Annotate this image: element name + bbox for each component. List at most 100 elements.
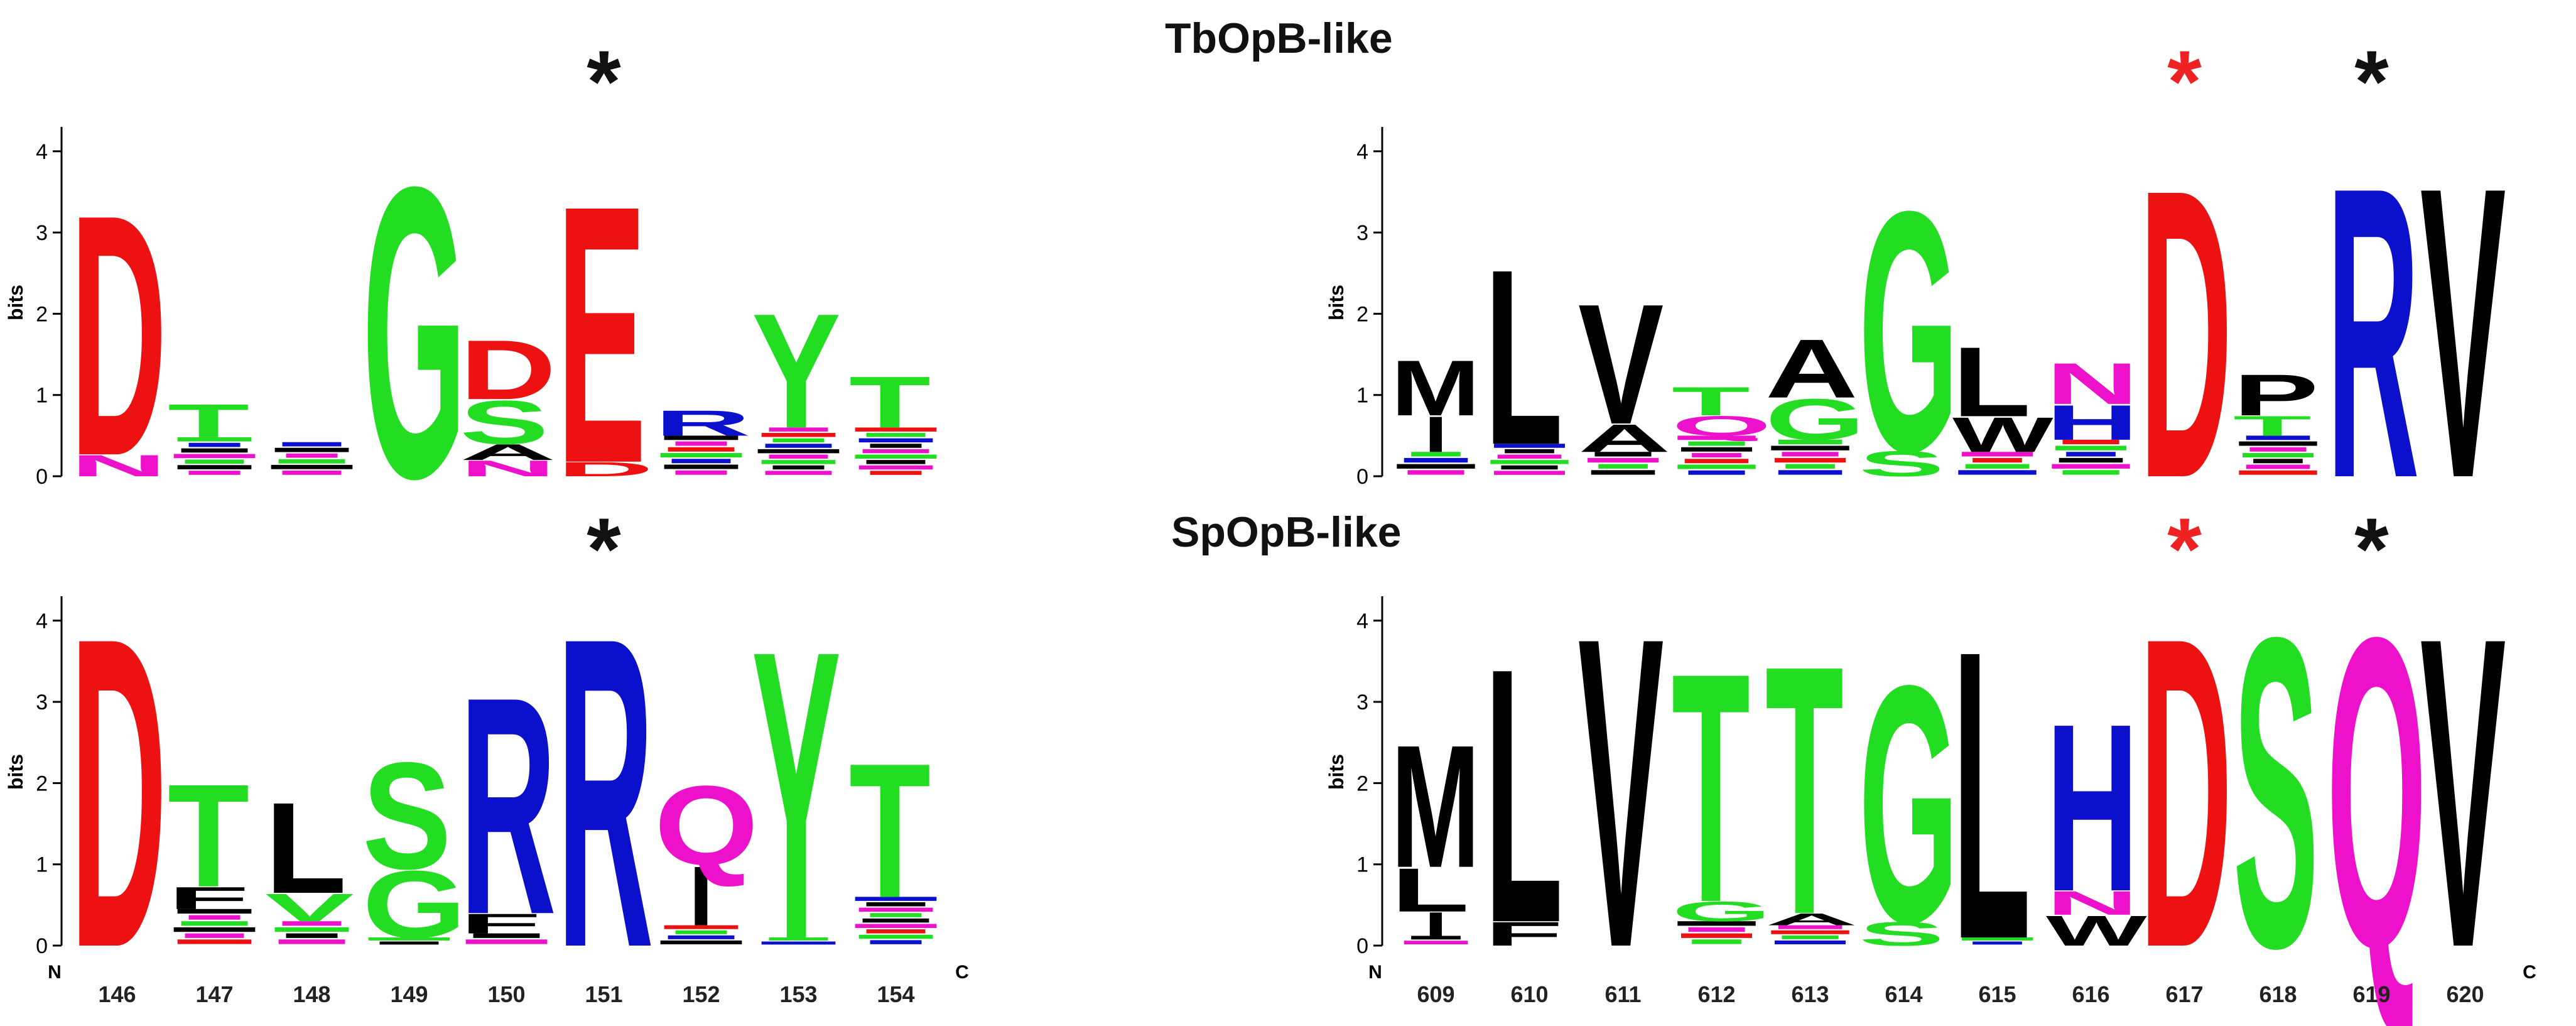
logo-residue-stripe bbox=[675, 930, 727, 934]
logo-letter-L: L bbox=[1485, 592, 1563, 998]
y-tick-label: 4 bbox=[1356, 140, 1368, 164]
logo-letter-L: L bbox=[1485, 217, 1563, 498]
logo-residue-stripe bbox=[1973, 457, 2022, 463]
logo-residue-stripe bbox=[1497, 454, 1562, 459]
logo-residue-stripe bbox=[2253, 459, 2303, 464]
position-label: 619 bbox=[2352, 981, 2390, 1007]
logo-residue-stripe bbox=[1782, 935, 1839, 939]
logo-residue-stripe bbox=[2066, 452, 2116, 457]
logo-letter-S: S bbox=[1859, 444, 1944, 484]
logo-residue-stripe bbox=[1591, 470, 1655, 475]
logo-residue-stripe bbox=[866, 460, 926, 464]
position-label: 617 bbox=[2165, 981, 2203, 1007]
logo-residue-stripe bbox=[1958, 470, 2037, 475]
logo-residue-stripe bbox=[2059, 457, 2123, 463]
position-label: 150 bbox=[487, 981, 525, 1007]
logo-letter-R: R bbox=[460, 633, 556, 980]
y-tick-label: 3 bbox=[36, 221, 48, 245]
logo-residue-stripe bbox=[1778, 439, 1843, 445]
c-terminus-label: C bbox=[955, 962, 969, 983]
logo-residue-stripe bbox=[1505, 449, 1554, 454]
logo-residue-stripe bbox=[855, 897, 937, 901]
logo-residue-stripe bbox=[1692, 939, 1741, 944]
logo-residue-stripe bbox=[1407, 470, 1464, 475]
logo-residue-stripe bbox=[379, 941, 439, 945]
logo-residue-stripe bbox=[1677, 921, 1756, 926]
y-tick-label: 4 bbox=[36, 609, 48, 633]
logo-residue-stripe bbox=[271, 464, 353, 469]
y-tick-label: 1 bbox=[1356, 384, 1368, 408]
logo-residue-stripe bbox=[675, 441, 727, 446]
logo-residue-stripe bbox=[2052, 464, 2130, 469]
y-axis-label: bits bbox=[1325, 285, 1348, 320]
logo-letter-D: D bbox=[2140, 103, 2232, 564]
logo-letter-V: V bbox=[265, 886, 354, 930]
logo-residue-stripe bbox=[761, 460, 836, 464]
logo-residue-stripe bbox=[1962, 937, 2033, 941]
logo-letter-R: R bbox=[654, 403, 751, 444]
position-label: 152 bbox=[682, 981, 720, 1007]
logo-residue-stripe bbox=[278, 939, 345, 944]
logo-residue-stripe bbox=[177, 939, 252, 944]
logo-letter-T: T bbox=[2233, 410, 2312, 442]
logo-letter-D: D bbox=[460, 322, 556, 417]
logo-residue-stripe bbox=[1677, 435, 1756, 440]
logo-letter-F: F bbox=[1485, 915, 1563, 952]
n-terminus-label: N bbox=[1368, 962, 1382, 983]
logo-residue-stripe bbox=[368, 937, 450, 941]
position-label: 151 bbox=[585, 981, 622, 1007]
logo-letter-G: G bbox=[1859, 616, 1959, 994]
logo-letter-A: A bbox=[1765, 322, 1858, 415]
y-tick-label: 3 bbox=[1356, 221, 1368, 245]
logo-residue-stripe bbox=[1962, 452, 2033, 457]
logo-letter-T: T bbox=[1672, 379, 1750, 424]
logo-letter-R: R bbox=[557, 546, 654, 1026]
logo-residue-stripe bbox=[870, 913, 922, 917]
logo-letter-Y: Y bbox=[752, 280, 841, 462]
logo-letter-G: G bbox=[1672, 896, 1772, 927]
logo-letter-D: D bbox=[2140, 545, 2232, 1026]
logo-residue-stripe bbox=[278, 459, 345, 464]
logo-letter-T: T bbox=[168, 755, 249, 918]
logo-residue-stripe bbox=[1501, 465, 1558, 470]
logo-residue-stripe bbox=[866, 433, 926, 437]
logo-residue-stripe bbox=[1494, 444, 1565, 448]
logo-residue-stripe bbox=[858, 438, 933, 443]
logo-residue-stripe bbox=[2239, 470, 2317, 475]
position-label: 154 bbox=[877, 981, 914, 1007]
logo-residue-stripe bbox=[769, 937, 828, 941]
logo-residue-stripe bbox=[1411, 452, 1461, 457]
logo-residue-stripe bbox=[1490, 460, 1569, 464]
logo-letter-A: A bbox=[1765, 910, 1858, 929]
logo-letter-I: I bbox=[1424, 407, 1448, 463]
logo-letter-A: A bbox=[1578, 417, 1671, 461]
conserved-star-marker: * bbox=[2354, 499, 2389, 598]
logo-letter-T: T bbox=[1672, 605, 1750, 971]
logo-residue-stripe bbox=[664, 435, 739, 440]
conserved-star-marker: * bbox=[2167, 32, 2202, 131]
logo-residue-stripe bbox=[862, 449, 929, 454]
conserved-star-marker: * bbox=[2167, 499, 2202, 598]
logo-letter-S: S bbox=[362, 731, 452, 901]
logo-residue-stripe bbox=[274, 447, 349, 452]
logo-letter-S: S bbox=[2233, 545, 2319, 1026]
title-spopb: SpOpB-like bbox=[1171, 508, 1402, 556]
n-terminus-label: N bbox=[48, 962, 62, 983]
logo-letter-Q: Q bbox=[654, 762, 759, 888]
position-label: 616 bbox=[2072, 981, 2109, 1007]
logo-residue-stripe bbox=[668, 447, 735, 452]
logo-residue-stripe bbox=[473, 933, 540, 938]
logo-residue-stripe bbox=[862, 918, 929, 923]
y-tick-label: 2 bbox=[36, 772, 48, 795]
y-tick-label: 0 bbox=[1356, 465, 1368, 489]
logo-residue-stripe bbox=[1785, 464, 1835, 469]
logo-residue-stripe bbox=[858, 907, 933, 912]
logo-residue-stripe bbox=[173, 927, 256, 932]
logo-letter-F: F bbox=[460, 908, 541, 939]
position-label: 620 bbox=[2446, 981, 2484, 1007]
logo-residue-stripe bbox=[1677, 464, 1756, 469]
position-label: 614 bbox=[1885, 981, 1922, 1007]
y-tick-label: 4 bbox=[1356, 609, 1368, 633]
logo-residue-stripe bbox=[188, 442, 241, 447]
